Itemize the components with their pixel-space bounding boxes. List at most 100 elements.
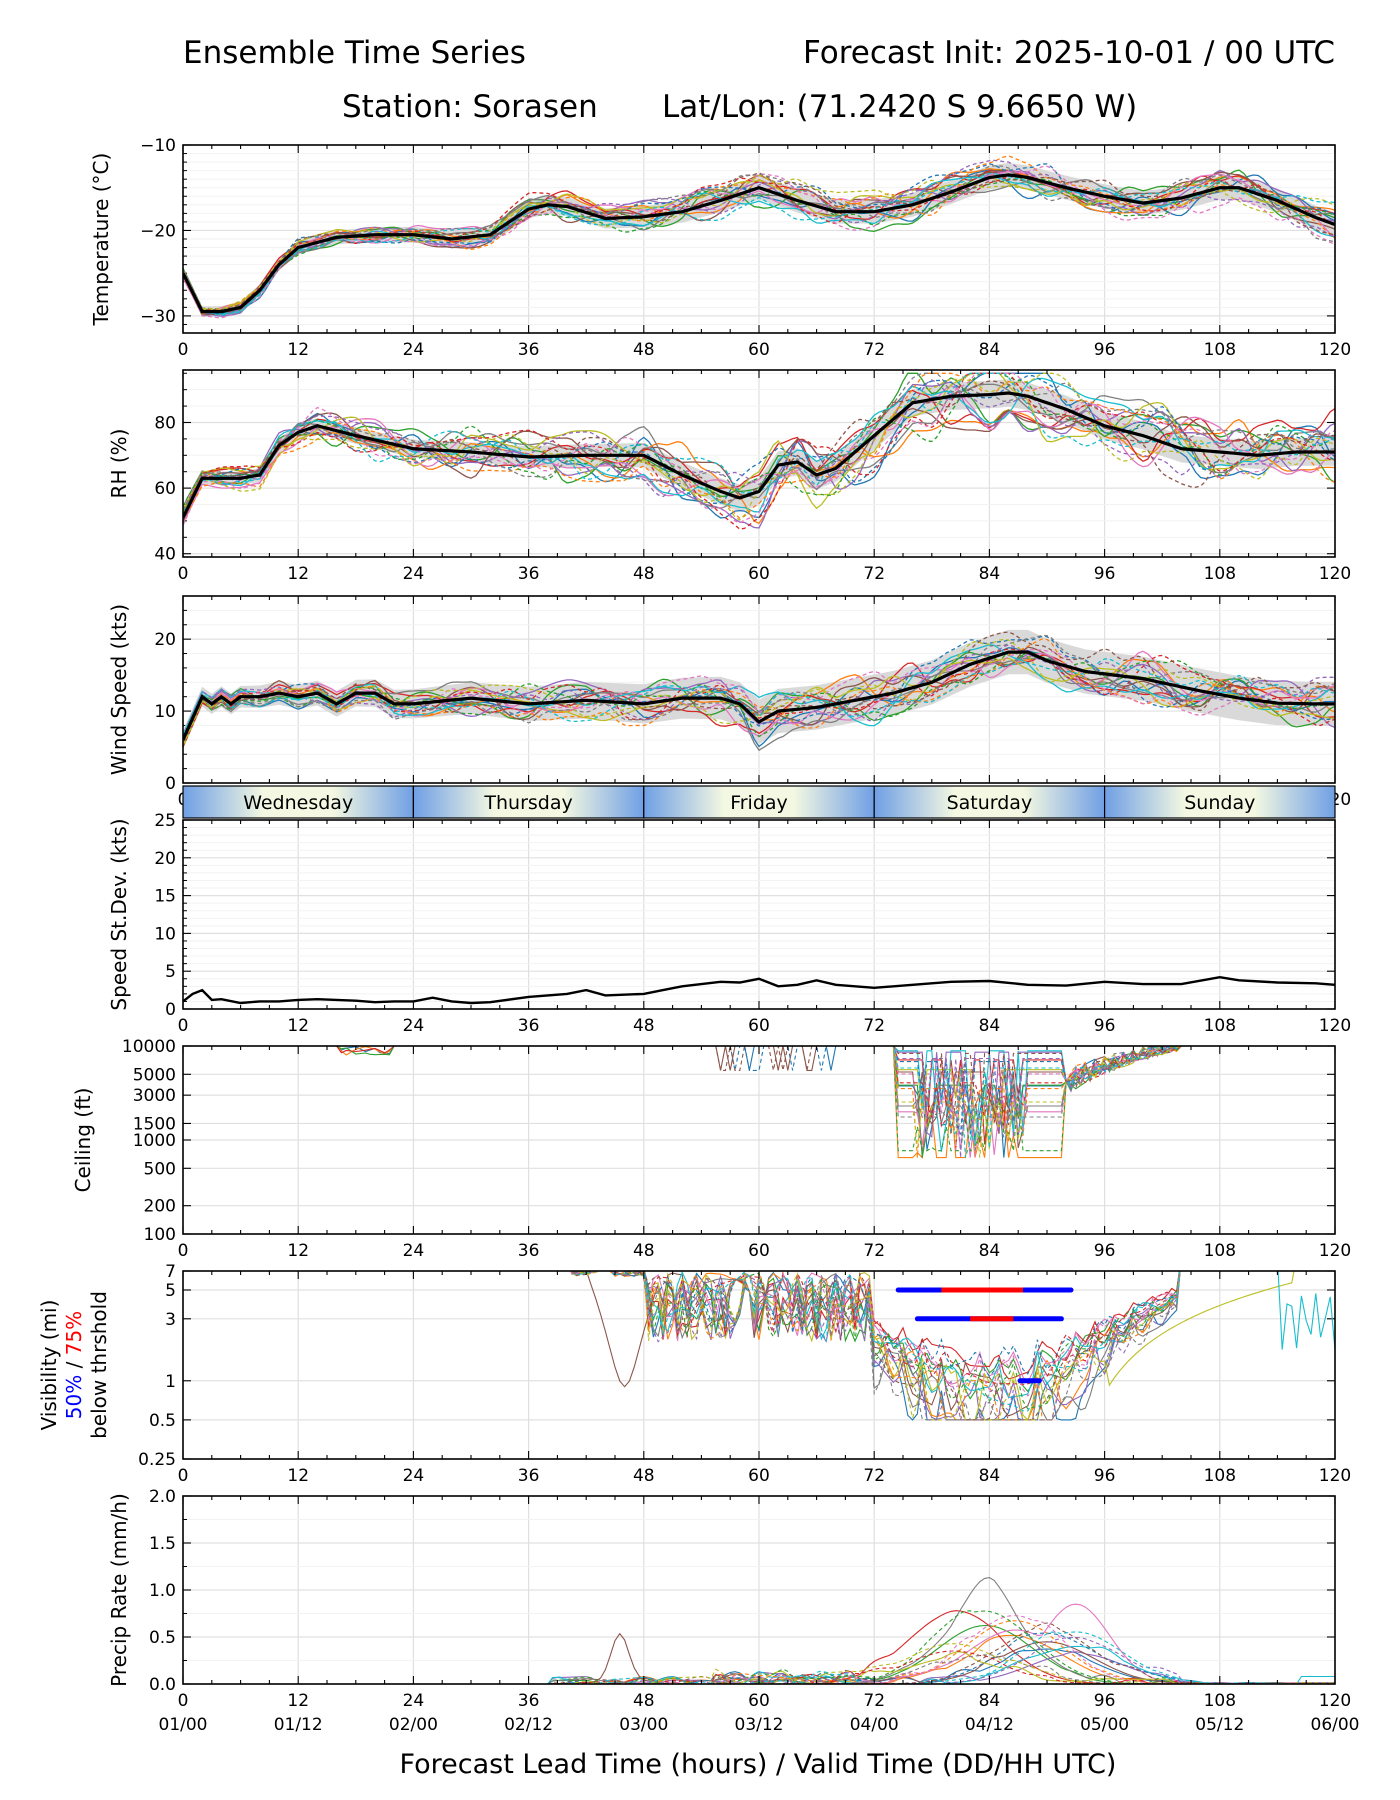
visibility-member-line bbox=[570, 1271, 1181, 1421]
wind_speed-mean-line bbox=[183, 650, 1335, 741]
temperature-xtick-label: 48 bbox=[633, 340, 655, 360]
ceiling-xtick-label: 108 bbox=[1204, 1241, 1236, 1261]
day-cell bbox=[412, 785, 645, 819]
visibility-xtick-label: 120 bbox=[1319, 1466, 1351, 1486]
precip-ytick-label: 1.0 bbox=[149, 1581, 176, 1601]
visibility-ylabel-threshold: below thrshold bbox=[87, 1291, 111, 1439]
valid-time-label: 03/00 bbox=[619, 1715, 668, 1735]
rh-xtick-label: 72 bbox=[863, 564, 885, 584]
rh-member-line bbox=[183, 379, 1335, 519]
speed_stdev-xtick-label: 96 bbox=[1094, 1016, 1116, 1036]
valid-time-label: 02/12 bbox=[504, 1715, 553, 1735]
speed_stdev-xtick-label: 84 bbox=[979, 1016, 1001, 1036]
wind_speed-ytick-label: 10 bbox=[154, 702, 176, 722]
visibility-ytick-label: 3 bbox=[165, 1310, 176, 1330]
wind_speed-ytick-label: 20 bbox=[154, 630, 176, 650]
panels: −10−20−300 12 24 36 48 60 72 84 96 108 120Temperat… bbox=[37, 136, 1360, 1735]
visibility-member-line bbox=[570, 1271, 1181, 1417]
temperature-ytick-label: −10 bbox=[140, 136, 176, 156]
precip-xtick-label: 48 bbox=[633, 1691, 655, 1711]
temperature-xtick-label: 96 bbox=[1094, 340, 1116, 360]
day-label: Friday bbox=[730, 792, 788, 814]
day-label: Thursday bbox=[483, 792, 572, 814]
visibility-member-line bbox=[570, 1271, 1181, 1380]
rh-spread-band bbox=[183, 379, 1335, 524]
temperature-member-line bbox=[183, 169, 1335, 317]
precip-member-line bbox=[183, 1650, 1335, 1684]
visibility-xtick-label: 108 bbox=[1204, 1466, 1236, 1486]
temperature-xtick-label: 12 bbox=[287, 340, 309, 360]
precip-member-line bbox=[183, 1645, 1335, 1684]
day-banner: Wednesday Thursday Friday Saturday Sunday bbox=[182, 785, 1336, 819]
visibility-xtick-label: 96 bbox=[1094, 1466, 1116, 1486]
ceiling-member-line bbox=[183, 1046, 1335, 1149]
wind_speed-member-line bbox=[183, 658, 1335, 735]
precip-xtick-label: 96 bbox=[1094, 1691, 1116, 1711]
speed_stdev-xtick-label: 0 bbox=[178, 1016, 189, 1036]
ceiling-xtick-label: 12 bbox=[287, 1241, 309, 1261]
wind_speed-member-line bbox=[183, 634, 1335, 743]
rh-ytick-label: 60 bbox=[154, 479, 176, 499]
temperature-member-line bbox=[183, 165, 1335, 319]
rh-xtick-label: 0 bbox=[178, 564, 189, 584]
wind_speed-member-line bbox=[183, 648, 1335, 741]
visibility-xtick-label: 60 bbox=[748, 1466, 770, 1486]
temperature-xtick-label: 60 bbox=[748, 340, 770, 360]
precip-ytick-label: 1.5 bbox=[149, 1534, 176, 1554]
visibility-member-line bbox=[570, 1271, 1181, 1397]
visibility-xtick-label: 72 bbox=[863, 1466, 885, 1486]
temperature-ytick-label: −20 bbox=[140, 221, 176, 241]
day-cell bbox=[1103, 785, 1336, 819]
precip-xtick-label: 108 bbox=[1204, 1691, 1236, 1711]
ceiling-member-line bbox=[183, 1046, 1335, 1158]
precip-xtick-label: 72 bbox=[863, 1691, 885, 1711]
rh-member-line bbox=[183, 383, 1335, 509]
wind_speed-member-line bbox=[183, 635, 1335, 740]
valid-time-label: 04/00 bbox=[850, 1715, 899, 1735]
precip-ytick-label: 0.0 bbox=[149, 1675, 176, 1695]
precip-xtick-label: 60 bbox=[748, 1691, 770, 1711]
day-label: Saturday bbox=[947, 792, 1033, 814]
precip-member-line bbox=[183, 1615, 1335, 1684]
speed_stdev-xtick-label: 120 bbox=[1319, 1016, 1351, 1036]
ceiling-xtick-label: 24 bbox=[403, 1241, 425, 1261]
temperature-xtick-label: 0 bbox=[178, 340, 189, 360]
day-label: Wednesday bbox=[243, 792, 353, 814]
precip-xtick-label: 24 bbox=[403, 1691, 425, 1711]
rh-xtick-label: 48 bbox=[633, 564, 655, 584]
temperature-xtick-label: 84 bbox=[979, 340, 1001, 360]
temperature-mean-line bbox=[183, 173, 1335, 314]
visibility-member-line bbox=[584, 1271, 1181, 1421]
valid-time-label: 05/12 bbox=[1195, 1715, 1244, 1735]
precip-xtick-label: 36 bbox=[518, 1691, 540, 1711]
rh-mean-line bbox=[183, 391, 1335, 519]
day-cell bbox=[643, 785, 875, 819]
visibility-member-line bbox=[575, 1271, 1181, 1421]
ceiling-xtick-label: 0 bbox=[178, 1241, 189, 1261]
rh-xtick-label: 60 bbox=[748, 564, 770, 584]
ceiling-members bbox=[183, 1046, 1335, 1159]
rh-member-line bbox=[183, 375, 1335, 518]
visibility-xtick-label: 84 bbox=[979, 1466, 1001, 1486]
ceiling-ytick-label: 1000 bbox=[133, 1131, 176, 1151]
temperature-ylabel: Temperature (°C) bbox=[89, 153, 113, 327]
temperature-xtick-label: 24 bbox=[403, 340, 425, 360]
visibility-ylabel: Visibility (mi) bbox=[37, 1300, 61, 1431]
rh-xtick-label: 84 bbox=[979, 564, 1001, 584]
wind_speed-ensemble bbox=[183, 629, 1335, 752]
speed_stdev-xtick-label: 12 bbox=[287, 1016, 309, 1036]
precip-xtick-label: 0 bbox=[178, 1691, 189, 1711]
temperature-member-line bbox=[183, 172, 1335, 316]
visibility-ytick-label: 0.25 bbox=[138, 1450, 176, 1470]
speed_stdev-xtick-label: 24 bbox=[403, 1016, 425, 1036]
speed_stdev-xtick-label: 108 bbox=[1204, 1016, 1236, 1036]
day-label: Sunday bbox=[1184, 792, 1255, 814]
ceiling-ytick-label: 1500 bbox=[133, 1114, 176, 1134]
valid-time-label: 06/00 bbox=[1311, 1715, 1360, 1735]
visibility-xtick-label: 12 bbox=[287, 1466, 309, 1486]
chart-title-right: Forecast Init: 2025-10-01 / 00 UTC bbox=[803, 35, 1335, 71]
speed_stdev-ytick-label: 20 bbox=[154, 849, 176, 869]
rh-xtick-label: 120 bbox=[1319, 564, 1351, 584]
valid-time-label: 04/12 bbox=[965, 1715, 1014, 1735]
station-latlon: Lat/Lon: (71.2420 S 9.6650 W) bbox=[662, 89, 1137, 125]
